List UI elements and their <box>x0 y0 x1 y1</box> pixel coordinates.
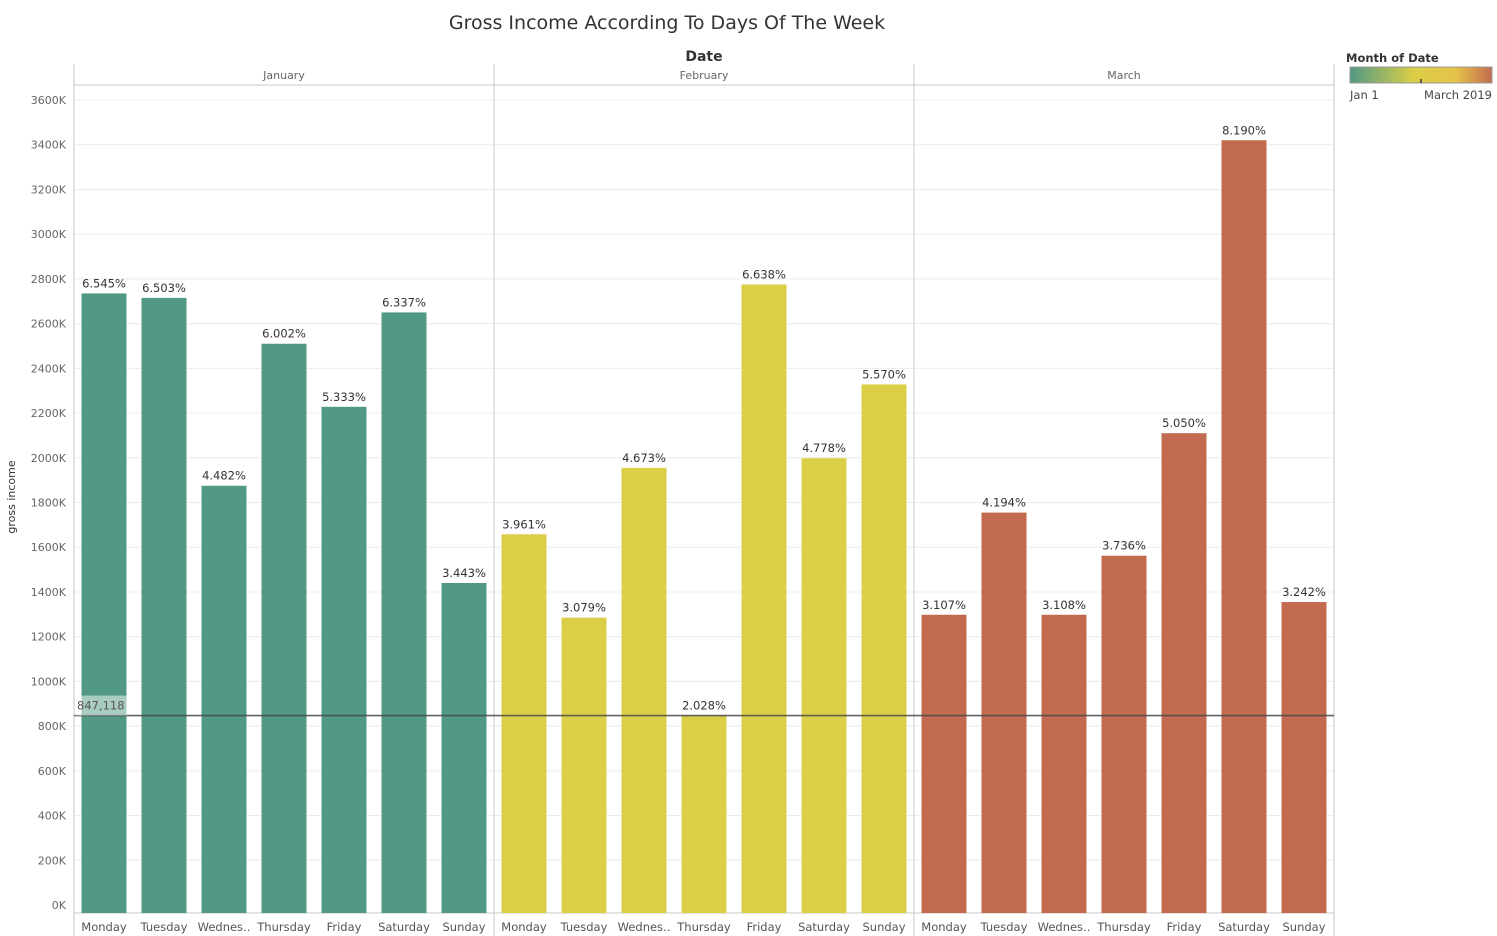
y-tick-label: 3400K <box>31 139 67 152</box>
y-tick-label: 200K <box>38 854 67 867</box>
bar <box>1221 140 1267 913</box>
bar-data-label: 4.778% <box>802 441 846 455</box>
bar-data-label: 5.570% <box>862 367 906 381</box>
y-tick-label: 400K <box>38 810 67 823</box>
bar <box>1101 555 1147 913</box>
y-tick-label: 3000K <box>31 228 67 241</box>
reference-line-label: 847,118 <box>77 699 125 713</box>
panel-label-january: January <box>262 69 305 82</box>
bar-data-label: 6.337% <box>382 295 426 309</box>
bar-data-label: 6.545% <box>82 276 126 290</box>
x-tick-label: Sunday <box>1282 920 1325 934</box>
x-tick-label: Friday <box>1167 920 1202 934</box>
y-tick-label: 1600K <box>31 541 67 554</box>
bars <box>81 140 1327 914</box>
bar <box>381 312 427 913</box>
x-tick-label: Saturday <box>378 920 430 934</box>
y-tick-label: 3600K <box>31 94 67 107</box>
x-tick-label: Saturday <box>798 920 850 934</box>
x-tick-label: Wednes.. <box>198 920 251 934</box>
bar-data-label: 3.108% <box>1042 598 1086 612</box>
bar <box>261 343 307 914</box>
bar-data-label: 3.736% <box>1102 539 1146 553</box>
x-tick-label: Thursday <box>676 920 731 934</box>
column-header-title: Date <box>685 49 722 65</box>
bar-data-label: 6.503% <box>142 281 186 295</box>
legend-end-label: March 2019 <box>1424 88 1492 102</box>
x-tick-label: Wednes.. <box>1038 920 1091 934</box>
x-tick-label: Tuesday <box>140 920 188 934</box>
bar <box>741 284 787 914</box>
y-tick-label: 2600K <box>31 318 67 331</box>
legend-start-label: Jan 1 <box>1349 88 1379 102</box>
y-tick-label: 2200K <box>31 407 67 420</box>
bar <box>201 485 247 913</box>
y-tick-label: 1000K <box>31 675 67 688</box>
y-tick-label: 600K <box>38 765 67 778</box>
bar <box>1161 433 1207 913</box>
bar-data-label: 4.482% <box>202 469 246 483</box>
bar-data-label: 4.673% <box>622 451 666 465</box>
legend-title: Month of Date <box>1346 51 1439 65</box>
bar <box>621 467 667 913</box>
bar-data-label: 3.079% <box>562 601 606 615</box>
y-tick-label: 1800K <box>31 497 67 510</box>
labels: 0K 200K 400K 600K 800K 1000K 1200K 1400K 1600K 18… <box>31 69 1326 934</box>
bar-data-label: 2.028% <box>682 698 726 712</box>
bar-data-label: 8.190% <box>1222 123 1266 137</box>
bar <box>981 512 1027 913</box>
y-tick-label: 800K <box>38 720 67 733</box>
x-tick-label: Saturday <box>1218 920 1270 934</box>
bar <box>801 458 847 913</box>
bar-data-label: 3.443% <box>442 566 486 580</box>
x-tick-label: Sunday <box>442 920 485 934</box>
reference-label-bg <box>75 695 127 716</box>
y-tick-label: 1400K <box>31 586 67 599</box>
bar <box>921 614 967 913</box>
y-tick-label: 3200K <box>31 183 67 196</box>
bar <box>1281 602 1327 913</box>
x-tick-label: Thursday <box>256 920 311 934</box>
legend: Month of Date Jan 1 March 2019 <box>1346 51 1493 102</box>
y-tick-label: 2400K <box>31 362 67 375</box>
bar-data-label: 5.333% <box>322 390 366 404</box>
x-tick-label: Sunday <box>862 920 905 934</box>
reference-line-group: 847,118 <box>74 695 1334 717</box>
x-tick-label: Friday <box>747 920 782 934</box>
bar <box>681 715 727 913</box>
bar <box>321 406 367 913</box>
bar <box>561 617 607 913</box>
x-tick-label: Monday <box>81 920 127 934</box>
bar <box>501 534 547 913</box>
x-tick-label: Friday <box>327 920 362 934</box>
bar <box>441 583 487 913</box>
x-tick-label: Tuesday <box>980 920 1028 934</box>
y-tick-label: 1200K <box>31 631 67 644</box>
x-tick-label: Tuesday <box>560 920 608 934</box>
panel-label-march: March <box>1107 69 1141 82</box>
bar-data-label: 3.107% <box>922 598 966 612</box>
y-tick-label: 2000K <box>31 452 67 465</box>
chart-title: Gross Income According To Days Of The We… <box>449 12 885 34</box>
bar-data-label: 6.002% <box>262 327 306 341</box>
bar-data-label: 5.050% <box>1162 416 1206 430</box>
bar <box>81 293 127 914</box>
bar <box>1041 614 1087 913</box>
x-tick-label: Monday <box>921 920 967 934</box>
panel-label-february: February <box>680 69 729 82</box>
bar-data-label: 6.638% <box>742 267 786 281</box>
y-tick-label: 2800K <box>31 273 67 286</box>
x-tick-label: Thursday <box>1096 920 1151 934</box>
y-tick-label: 0K <box>52 899 67 912</box>
bar-data-label: 3.961% <box>502 517 546 531</box>
y-axis-label: gross income <box>5 460 18 533</box>
bar-data-label: 3.242% <box>1282 585 1326 599</box>
bar <box>861 384 907 913</box>
x-tick-label: Wednes.. <box>618 920 671 934</box>
x-tick-label: Monday <box>501 920 547 934</box>
bar-data-label: 4.194% <box>982 496 1026 510</box>
bar <box>141 297 187 913</box>
